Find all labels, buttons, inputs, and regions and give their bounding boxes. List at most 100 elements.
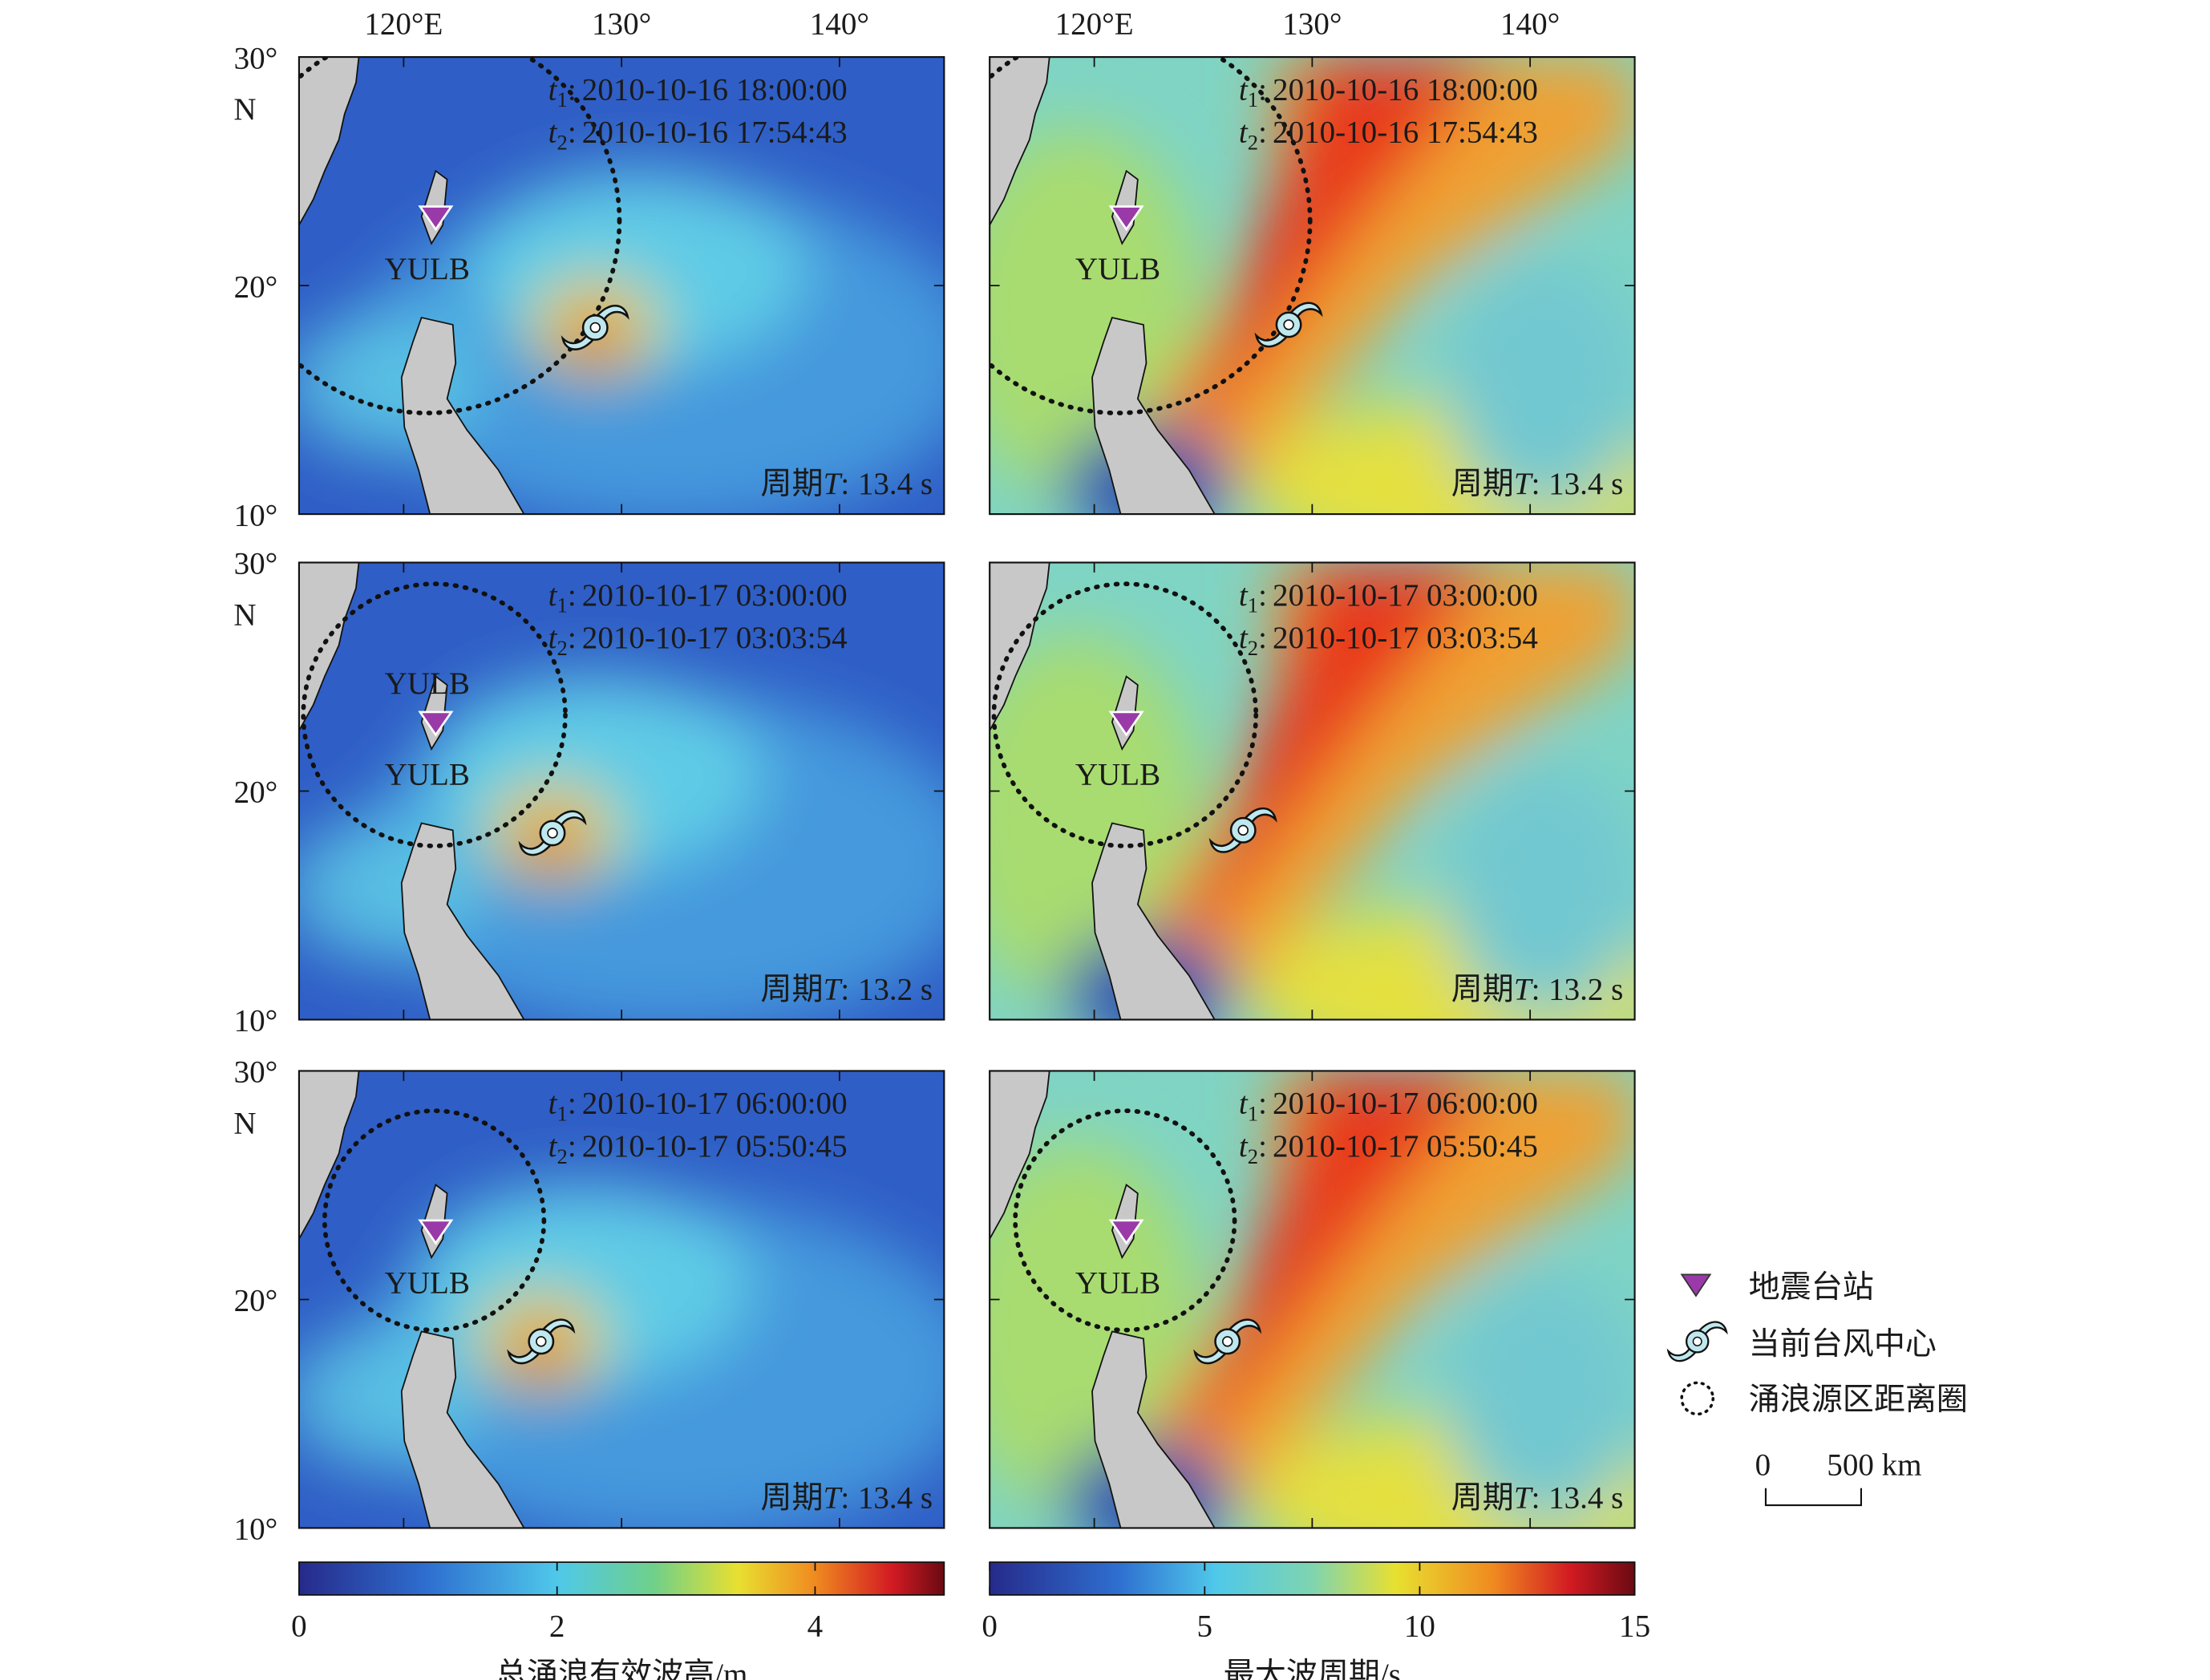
distance-circle xyxy=(990,57,1313,415)
time-colon: : xyxy=(1258,115,1267,150)
period-value: 13.4 s xyxy=(1548,467,1623,501)
time-symbol: t xyxy=(548,115,558,150)
time-colon: : xyxy=(568,621,577,655)
map-content xyxy=(990,57,1635,515)
colorbar-tick-label: 4 xyxy=(808,1609,824,1643)
time-subscript: 1 xyxy=(1248,1102,1258,1126)
map-content xyxy=(298,562,945,1020)
lat-label: 10° xyxy=(234,498,278,532)
time-subscript: 1 xyxy=(1248,87,1258,111)
time-value: 2010-10-17 03:00:00 xyxy=(582,578,848,613)
time-colon: : xyxy=(1258,621,1267,655)
typhoon-symbol xyxy=(518,810,587,856)
colorbar-title: 最大波周期/s xyxy=(1224,1658,1401,1680)
time-subscript: 2 xyxy=(557,636,568,660)
time-symbol: t xyxy=(548,621,558,655)
period-value: 13.2 s xyxy=(858,973,933,1007)
lon-label: 140° xyxy=(1500,7,1560,42)
period-symbol: T xyxy=(824,467,844,501)
period-value: 13.4 s xyxy=(858,1481,933,1516)
typhoon-arm xyxy=(593,305,629,322)
time-subscript: 2 xyxy=(557,1144,568,1168)
period-colon: : xyxy=(1532,1481,1540,1516)
time-value: 2010-10-17 03:00:00 xyxy=(1273,578,1538,613)
blob xyxy=(1445,1270,1635,1527)
time-symbol: t xyxy=(548,578,558,613)
typhoon-arm xyxy=(1286,302,1323,320)
period-label: 周期T: 13.4 s xyxy=(761,1481,933,1516)
colorbar-ramp xyxy=(989,1561,1636,1596)
period-symbol: T xyxy=(1514,1481,1534,1516)
period-label: 周期T: 13.4 s xyxy=(761,467,933,501)
typhoon-core xyxy=(1692,1336,1702,1346)
time-label: t1: 2010-10-16 18:00:00 xyxy=(1239,72,1538,111)
period-text: 周期 xyxy=(761,1481,824,1516)
typhoon-symbol xyxy=(507,1318,576,1365)
time-subscript: 2 xyxy=(1248,1144,1258,1168)
time-subscript: 2 xyxy=(1248,131,1258,155)
time-label: t1: 2010-10-16 18:00:00 xyxy=(548,72,848,111)
distance-circle xyxy=(301,581,568,848)
time-subscript: 1 xyxy=(557,1102,568,1126)
period-label: 周期T: 13.2 s xyxy=(1451,973,1624,1007)
legend-station-icon xyxy=(1680,1273,1712,1297)
colorbar-tick-label: 15 xyxy=(1619,1609,1650,1643)
time-subscript: 1 xyxy=(557,593,568,617)
period-colon: : xyxy=(840,1481,849,1516)
blob xyxy=(990,128,1204,499)
blob xyxy=(990,634,1204,1004)
time-label: t2: 2010-10-17 03:03:54 xyxy=(548,621,848,660)
blob xyxy=(1117,57,1635,513)
lat-label: 30° xyxy=(234,547,278,581)
map-content xyxy=(298,57,945,515)
field-blobs xyxy=(298,1184,945,1528)
colorbar: 0 2 4 总涌浪有效波高/m xyxy=(291,1561,945,1680)
time-value: 2010-10-16 18:00:00 xyxy=(1273,72,1538,107)
time-value: 2010-10-17 05:50:45 xyxy=(1273,1129,1538,1164)
time-symbol: t xyxy=(1239,1087,1249,1121)
lon-label: 120°E xyxy=(364,7,443,42)
distance-circle xyxy=(991,581,1259,848)
typhoon-symbol xyxy=(561,305,629,350)
typhoon-core xyxy=(1283,319,1294,330)
station-marker xyxy=(418,1219,454,1245)
time-label: t2: 2010-10-16 17:54:43 xyxy=(548,115,848,155)
lon-label: 120°E xyxy=(1055,7,1134,42)
time-label: t2: 2010-10-16 17:54:43 xyxy=(1239,115,1538,155)
legend-typhoon-text: 当前台风中心 xyxy=(1749,1327,1937,1362)
period-label: 周期T: 13.4 s xyxy=(1451,1481,1624,1516)
station-label: YULB xyxy=(1075,252,1160,286)
lat-unit: N xyxy=(233,92,256,127)
station-marker xyxy=(1108,205,1144,232)
time-value: 2010-10-17 03:03:54 xyxy=(582,621,848,655)
blob xyxy=(1160,57,1503,442)
time-value: 2010-10-17 03:03:54 xyxy=(1273,621,1538,655)
map-content xyxy=(990,1071,1635,1528)
typhoon-arm xyxy=(518,838,555,856)
lat-label: 10° xyxy=(234,1512,278,1547)
blob xyxy=(1445,256,1635,513)
lat-label: 10° xyxy=(234,1004,278,1038)
lon-label: 140° xyxy=(810,7,869,42)
period-symbol: T xyxy=(824,1481,844,1516)
lat-unit: N xyxy=(233,598,256,633)
time-colon: : xyxy=(568,72,577,107)
time-value: 2010-10-17 06:00:00 xyxy=(1273,1087,1538,1121)
station-marker xyxy=(418,710,454,737)
typhoon-arm xyxy=(1225,1318,1262,1336)
period-colon: : xyxy=(840,973,849,1007)
time-symbol: t xyxy=(1239,72,1249,107)
typhoon-arm xyxy=(539,1318,576,1336)
period-colon: : xyxy=(840,467,849,501)
time-label: t1: 2010-10-17 06:00:00 xyxy=(1239,1087,1538,1126)
colorbar-tick-label: 5 xyxy=(1197,1609,1213,1643)
map-panel: 120°E 130° 140°30°20°10°Nt1: 2010-10-16 18:… xyxy=(233,7,945,532)
lat-label: 20° xyxy=(234,269,278,304)
legend-circle-text: 涌浪源区距离圈 xyxy=(1749,1382,1968,1417)
map-panel: t1: 2010-10-17 06:00:00t 2: 2010-10-17 05:5… xyxy=(989,1070,1636,1529)
